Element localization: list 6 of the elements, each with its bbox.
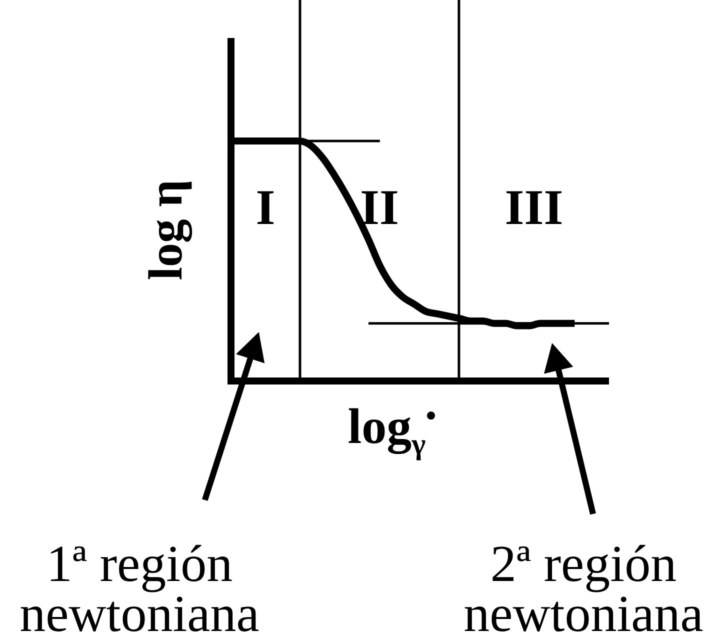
annotation: I bbox=[256, 178, 276, 235]
annotation: III bbox=[504, 178, 564, 235]
y-axis-title: log η bbox=[139, 180, 192, 280]
text: 1ª región newtoniana bbox=[18, 536, 260, 639]
annotation: II bbox=[360, 178, 399, 235]
text: 2ª región newtoniana bbox=[462, 536, 704, 639]
